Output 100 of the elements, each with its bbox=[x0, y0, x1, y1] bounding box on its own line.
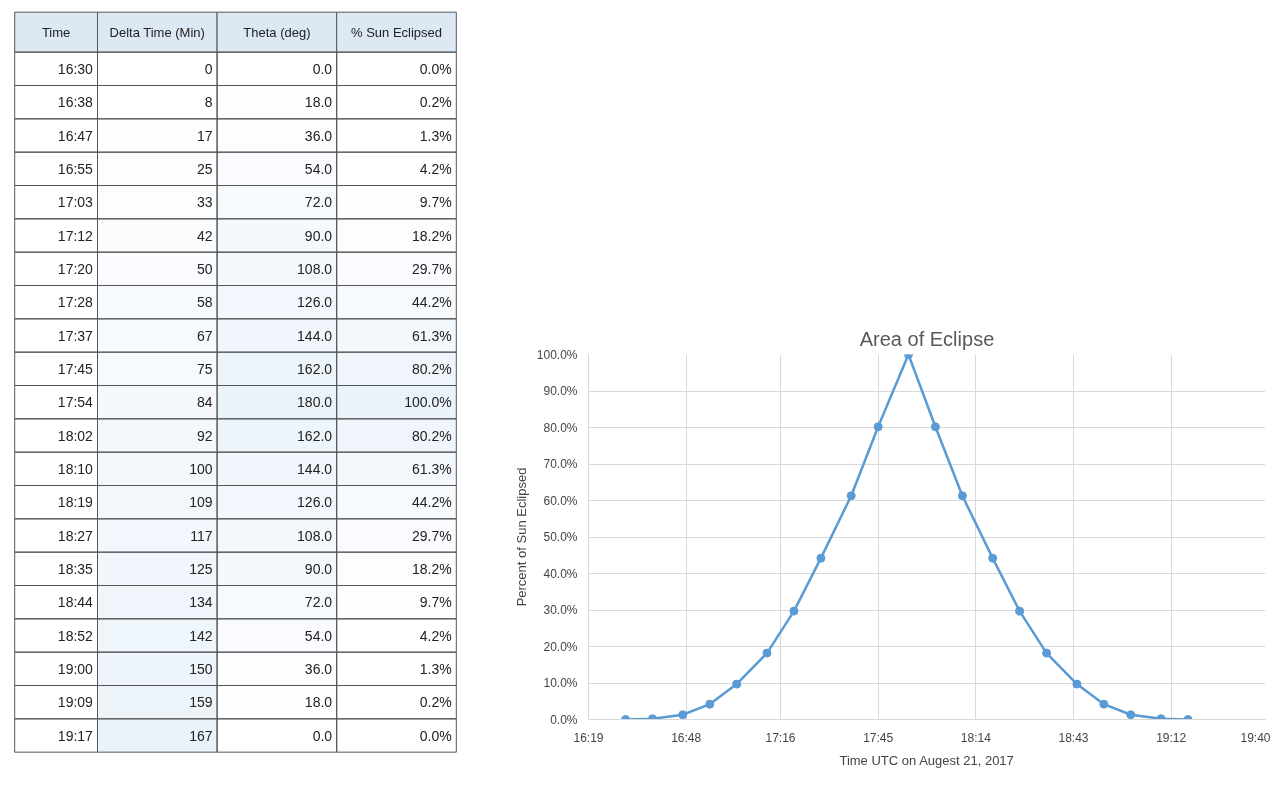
data-label: 92 bbox=[196, 427, 213, 444]
y-tick-label: 17:54 bbox=[57, 394, 94, 411]
data-label: 44.2% bbox=[412, 294, 452, 311]
y-tick-label: 20.0% bbox=[543, 639, 578, 654]
point bbox=[930, 422, 940, 432]
y-tick-label: 18:27 bbox=[57, 527, 94, 544]
data-label: 0.0% bbox=[419, 727, 452, 744]
data-label: 126.0 bbox=[297, 494, 333, 511]
point bbox=[1099, 699, 1109, 709]
data-label: 108.0 bbox=[297, 527, 333, 544]
y-tick-label: 19:17 bbox=[57, 727, 94, 744]
y-tick-label: 30.0% bbox=[543, 603, 578, 617]
y-tick-label: 80.0% bbox=[543, 420, 578, 435]
data-label: 162.0 bbox=[297, 360, 333, 377]
data-label: 159 bbox=[189, 694, 213, 711]
y-tick-label: 19:00 bbox=[57, 660, 94, 677]
point bbox=[873, 422, 883, 432]
data-label: 75 bbox=[196, 360, 213, 377]
data-label: 84 bbox=[196, 394, 213, 411]
data-label: 8 bbox=[204, 94, 213, 111]
y-tick-label: 50.0% bbox=[543, 530, 578, 544]
y-tick-label: 16:55 bbox=[57, 160, 94, 177]
data-label: 80.2% bbox=[412, 427, 452, 444]
data-label: 54.0 bbox=[304, 627, 333, 644]
data-label: 42 bbox=[196, 227, 213, 244]
y-tick-label: 18:02 bbox=[57, 427, 94, 444]
data-label: 150 bbox=[189, 660, 213, 677]
data-label: 61.3% bbox=[412, 460, 452, 477]
point bbox=[988, 553, 998, 563]
y-axis-title: Percent of Sun Eclipsed bbox=[513, 467, 529, 607]
point bbox=[732, 679, 742, 689]
data-label: 18.2% bbox=[412, 227, 452, 244]
y-tick-label: 16:38 bbox=[57, 94, 94, 111]
data-label: 144.0 bbox=[297, 327, 333, 344]
point bbox=[957, 491, 967, 501]
data-label: 100.0% bbox=[404, 394, 452, 411]
data-label: 117 bbox=[190, 527, 213, 544]
data-label: 162.0 bbox=[297, 427, 333, 444]
y-tick-label: 10.0% bbox=[543, 676, 578, 690]
data-label: 0.0 bbox=[312, 60, 333, 77]
data-label: 0.0% bbox=[419, 60, 452, 77]
data-label: 144.0 bbox=[297, 460, 333, 477]
data-label: 9.7% bbox=[419, 594, 452, 611]
x-tick-label: 19:12 bbox=[1156, 730, 1187, 745]
y-tick-label: 18:35 bbox=[57, 560, 94, 577]
data-label: 67 bbox=[196, 327, 213, 344]
y-tick-label: 17:03 bbox=[57, 194, 94, 211]
data-label: 9.7% bbox=[419, 194, 452, 211]
data-label: 50 bbox=[196, 260, 213, 277]
x-tick-label: 19:40 bbox=[1240, 730, 1271, 745]
data-label: 109 bbox=[189, 494, 213, 511]
x-tick-label: 16:48 bbox=[671, 730, 702, 745]
y-tick-label: 17:28 bbox=[57, 294, 94, 311]
data-label: 36.0 bbox=[304, 127, 333, 144]
point bbox=[1072, 679, 1082, 689]
y-tick-label: 90.0% bbox=[543, 384, 578, 398]
y-tick-label: 17:20 bbox=[57, 260, 94, 277]
data-label: 1.3% bbox=[419, 660, 452, 677]
y-axis-title: Time bbox=[41, 24, 71, 40]
data-label: 29.7% bbox=[412, 527, 452, 544]
data-label: 4.2% bbox=[419, 160, 452, 177]
data-label: 90.0 bbox=[304, 560, 333, 577]
data-label: 18.0 bbox=[304, 94, 333, 111]
x-tick-label: 18:43 bbox=[1058, 730, 1089, 745]
y-tick-label: 19:09 bbox=[57, 694, 94, 711]
data-label: 1.3% bbox=[419, 127, 452, 144]
y-tick-label: 18:10 bbox=[57, 460, 94, 477]
point bbox=[1015, 606, 1025, 616]
data-label: 61.3% bbox=[412, 327, 452, 344]
data-label: 44.2% bbox=[412, 494, 452, 511]
data-label: 180.0 bbox=[297, 394, 333, 411]
x-tick-label: 17:16 bbox=[765, 730, 796, 745]
y-tick-label: 17:12 bbox=[57, 227, 94, 244]
x-tick-label: 17:45 bbox=[863, 730, 894, 745]
y-tick-label: 100.0% bbox=[536, 347, 578, 362]
point bbox=[1126, 710, 1136, 720]
data-label: 29.7% bbox=[412, 260, 452, 277]
data-label: 18.0 bbox=[304, 694, 333, 711]
chart-title: Area of Eclipse bbox=[859, 327, 995, 350]
x-tick-label: 18:14 bbox=[960, 730, 992, 745]
point bbox=[762, 648, 772, 658]
point bbox=[846, 491, 856, 501]
data-label: 100 bbox=[189, 460, 213, 477]
y-tick-label: 0.0% bbox=[550, 712, 578, 727]
x-tick-label: % Sun Eclipsed bbox=[350, 24, 443, 40]
data-label: 17 bbox=[196, 127, 213, 144]
data-label: 25 bbox=[196, 160, 213, 177]
x-tick-label: Delta Time (Min) bbox=[109, 24, 205, 40]
point bbox=[678, 710, 688, 720]
point bbox=[1042, 648, 1052, 658]
y-tick-label: 60.0% bbox=[543, 493, 578, 508]
data-label: 0.0 bbox=[312, 727, 333, 744]
y-tick-label: 16:30 bbox=[57, 60, 94, 77]
data-label: 54.0 bbox=[304, 160, 333, 177]
data-label: 142 bbox=[189, 627, 213, 644]
point bbox=[789, 606, 799, 616]
data-label: 108.0 bbox=[297, 260, 333, 277]
data-label: 58 bbox=[196, 294, 213, 311]
data-label: 126.0 bbox=[297, 294, 333, 311]
x-tick-label: Theta (deg) bbox=[243, 24, 311, 40]
